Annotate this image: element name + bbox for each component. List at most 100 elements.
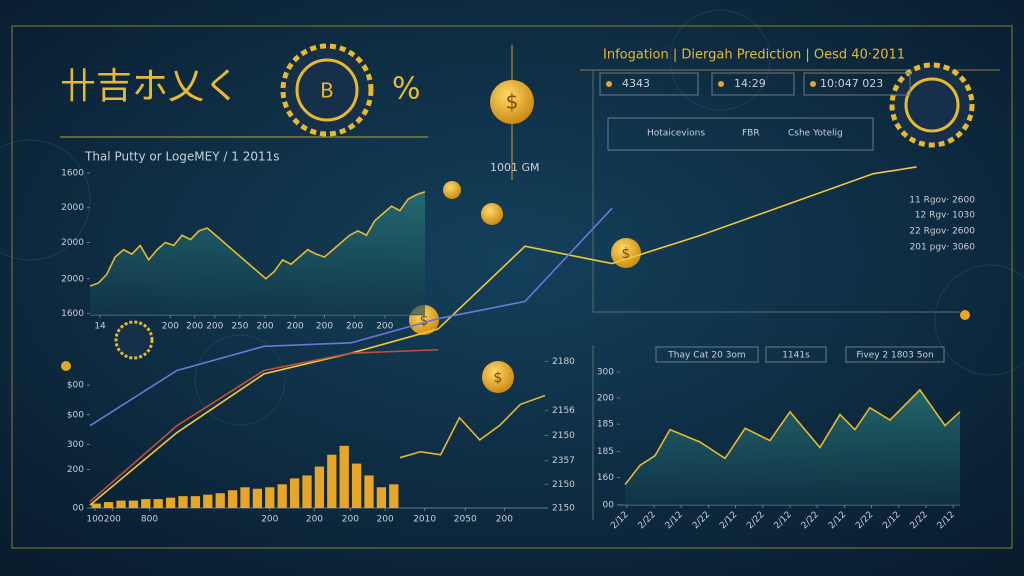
ticker: 14:29 [734, 77, 766, 90]
ticker: 4343 [622, 77, 650, 90]
frame [11, 25, 1013, 549]
bar [116, 500, 126, 508]
bar [302, 475, 312, 508]
bar [190, 496, 201, 508]
line [399, 394, 546, 459]
legend-item: 12 Rgv· 1030 [915, 211, 976, 221]
bar [252, 488, 263, 508]
svg-text:$: $ [420, 313, 429, 329]
bar [364, 475, 374, 508]
bar [327, 454, 337, 508]
y-tick-label: 200 [67, 465, 84, 475]
x-tick-label: 200 [377, 515, 394, 525]
chart-title: Thal Putty or LogeMEY / 1 2011s [84, 150, 279, 164]
coin-pendant: $ [490, 45, 534, 180]
series-line [89, 207, 613, 427]
y-tick-label: 1600 [61, 309, 84, 319]
coins: $ $ $ [409, 181, 641, 393]
svg-text:B: B [320, 79, 334, 103]
bar [314, 466, 325, 508]
bar [165, 497, 176, 508]
x-tick-label: 2050 [454, 515, 477, 525]
title: 卄吉ホ乂く [60, 66, 240, 107]
ticker: 10:047 023 [820, 77, 883, 90]
bar [389, 484, 399, 508]
x-tick-label: 200 [342, 515, 359, 525]
x-tick-label: 14 [94, 322, 106, 332]
y-tick-label: $00 [67, 410, 84, 420]
bar [351, 463, 362, 508]
y-tick-label: 2150 [552, 431, 575, 441]
series-line [89, 348, 439, 503]
bar [240, 487, 250, 508]
bar [215, 493, 225, 508]
annotation: 1141s [782, 351, 810, 361]
y-tick-label: 300 [67, 440, 84, 450]
y-tick-label: 2150 [552, 480, 575, 490]
x-tick-label: 2010 [413, 515, 436, 525]
headline: Infogation | Diergah Prediction | Oesd 4… [603, 48, 905, 63]
x-tick-label: 200 [346, 322, 363, 332]
dot [61, 361, 71, 371]
x-tick-label: 200 [261, 515, 278, 525]
y-tick-label: 160 [597, 473, 614, 483]
emblem: B [280, 43, 374, 137]
label-box [655, 346, 759, 363]
bar [339, 445, 349, 508]
svg-text:$: $ [506, 90, 519, 114]
bar [128, 500, 139, 508]
bar [265, 487, 275, 508]
y-tick-label: 2357 [552, 456, 575, 466]
x-tick-label: 200 [287, 322, 304, 332]
bar [289, 478, 300, 508]
callout: 1001 GM [490, 161, 540, 174]
svg-text:$: $ [494, 370, 503, 386]
x-tick-label: 250 [231, 322, 248, 332]
x-tick-label: 100 [86, 515, 103, 525]
legend-item: Cshe Yotelig [788, 129, 843, 139]
emblem [889, 62, 975, 148]
title-suffix: % [392, 72, 421, 107]
x-tick-label: 200 [306, 515, 323, 525]
legend-item: 22 Rgov· 2600 [909, 227, 975, 237]
svg-text:$: $ [622, 246, 631, 262]
ornaments [0, 9, 1024, 426]
x-tick-label: 200 [256, 322, 273, 332]
y-tick-label: 2156 [552, 406, 575, 416]
y-tick-label: 2000 [61, 238, 84, 248]
bar [203, 494, 213, 508]
y-tick-label: 00 [73, 504, 85, 514]
bar [227, 490, 238, 508]
x-tick-label: 800 [141, 515, 158, 525]
legend-box [607, 117, 874, 151]
label-box [765, 346, 827, 363]
legend-item: FBR [742, 129, 760, 139]
area-fill [625, 389, 960, 505]
bar [277, 484, 287, 508]
tickers: 4343 14:29 10:047 023 [599, 72, 911, 96]
bar [153, 499, 163, 508]
y-tick-label: 300 [597, 368, 614, 378]
emblem [114, 320, 154, 360]
x-tick-label: 200 [496, 515, 513, 525]
x-tick-label: 200 [376, 322, 393, 332]
label-box [845, 346, 945, 363]
dot [960, 310, 970, 320]
y-tick-label: 2000 [61, 203, 84, 213]
bar [91, 503, 101, 508]
x-tick-label: 200 [104, 515, 121, 525]
y-tick-label: 185 [597, 447, 614, 457]
annotation: Thay Cat 20 3om [667, 351, 745, 361]
legend-item: 11 Rgov· 2600 [909, 196, 975, 206]
y-tick-label: 2000 [61, 274, 84, 284]
x-tick-label: 200 [186, 322, 203, 332]
area-line [624, 388, 961, 485]
annotation: Fivey 2 1803 5on [856, 351, 933, 361]
y-tick-label: 1600 [61, 168, 84, 178]
x-tick-label: 200 [316, 322, 333, 332]
y-tick-label: 2180 [552, 357, 575, 367]
legend-item: 201 pgv· 3060 [910, 243, 976, 253]
x-tick-label: 200 [206, 322, 223, 332]
